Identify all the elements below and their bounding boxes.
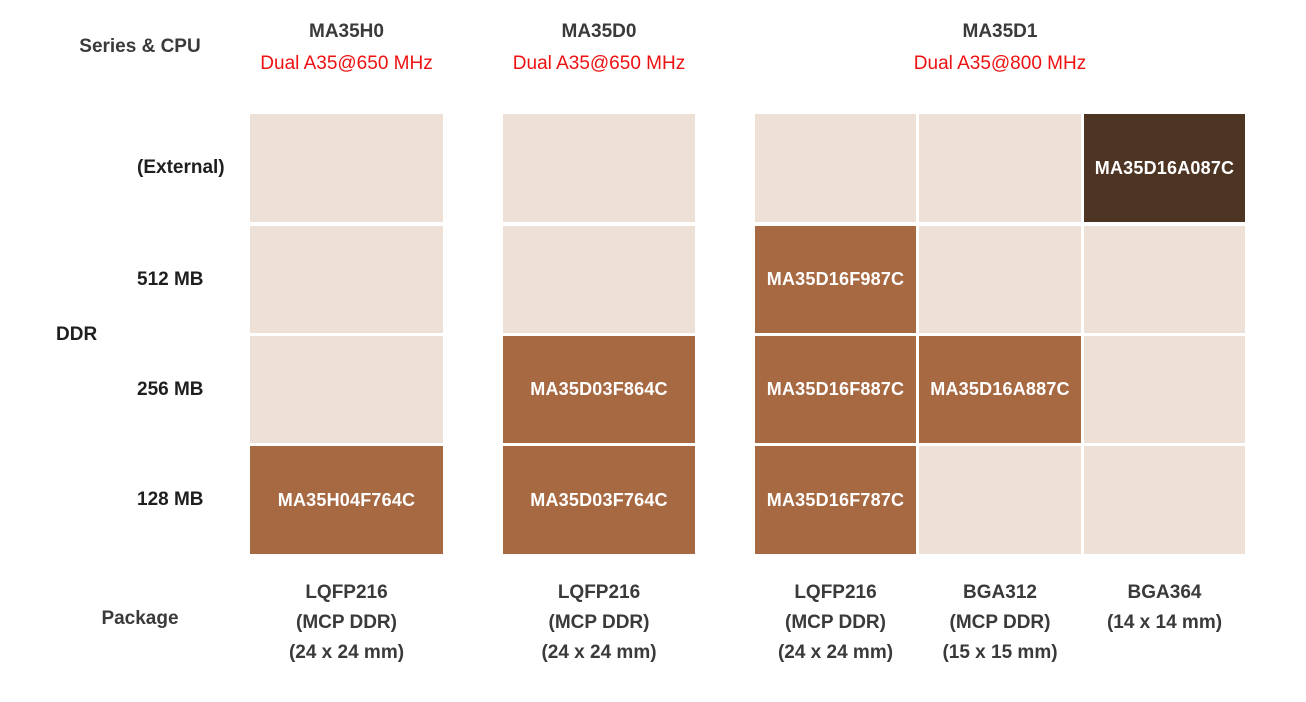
matrix-cell — [919, 114, 1081, 222]
part-number: MA35D16F787C — [766, 489, 905, 510]
part-number: MA35D16A087C — [1094, 157, 1235, 178]
part-number: MA35D16A887C — [930, 379, 1070, 399]
package-row-label: Package — [101, 608, 179, 629]
series-cpu-ma35d0: Dual A35@650 MHz — [512, 53, 686, 74]
row-label-128mb: 128 MB — [137, 489, 204, 510]
matrix-cell — [1084, 336, 1245, 443]
series-cpu-ma35h0: Dual A35@650 MHz — [260, 53, 433, 74]
ddr-axis-label: DDR — [56, 324, 98, 345]
package-size: (14 x 14 mm) — [1106, 612, 1223, 633]
package-type: (MCP DDR) — [949, 612, 1051, 633]
matrix-cell-part: MA35D16A887C — [919, 336, 1081, 443]
package-info-col4: BGA312 (MCP DDR) (15 x 15 mm) — [919, 578, 1081, 668]
matrix-cell-part: MA35D03F864C — [503, 336, 695, 443]
matrix-cell — [503, 114, 695, 222]
package-size: (24 x 24 mm) — [541, 642, 657, 663]
part-number: MA35D03F864C — [530, 379, 668, 399]
part-number: MA35D16F987C — [766, 269, 905, 289]
package-size: (24 x 24 mm) — [777, 642, 894, 663]
series-header-ma35d1: MA35D1 — [962, 21, 1038, 42]
matrix-cell — [755, 114, 916, 222]
series-cpu-label: Series & CPU — [79, 36, 201, 57]
part-number: MA35D03F764C — [530, 489, 668, 510]
matrix-cell-part: MA35H04F764C — [250, 446, 443, 554]
series-header-ma35d0: MA35D0 — [561, 21, 637, 42]
series-cpu-ma35d1: Dual A35@800 MHz — [913, 53, 1087, 74]
row-label-external: (External) — [137, 157, 225, 178]
matrix-cell — [250, 336, 443, 443]
matrix-cell-part: MA35D16F987C — [755, 226, 916, 333]
matrix-cell — [919, 446, 1081, 554]
matrix-cell — [250, 114, 443, 222]
package-size: (15 x 15 mm) — [942, 642, 1058, 663]
package-name: LQFP216 — [794, 582, 877, 603]
package-info-col5: BGA364 (14 x 14 mm) — [1084, 578, 1245, 638]
matrix-cell — [503, 226, 695, 333]
row-label-512mb: 512 MB — [137, 269, 204, 290]
package-name: BGA312 — [963, 582, 1037, 603]
package-info-col2: LQFP216 (MCP DDR) (24 x 24 mm) — [503, 578, 695, 668]
matrix-cell-part: MA35D03F764C — [503, 446, 695, 554]
package-name: LQFP216 — [557, 582, 641, 603]
package-type: (MCP DDR) — [296, 612, 397, 633]
part-number: MA35D16F887C — [766, 379, 905, 399]
matrix-cell — [250, 226, 443, 333]
package-size: (24 x 24 mm) — [288, 642, 405, 663]
package-type: (MCP DDR) — [785, 612, 886, 633]
package-info-col3: LQFP216 (MCP DDR) (24 x 24 mm) — [755, 578, 916, 668]
package-info-col1: LQFP216 (MCP DDR) (24 x 24 mm) — [250, 578, 443, 668]
matrix-cell — [1084, 226, 1245, 333]
package-type: (MCP DDR) — [548, 612, 650, 633]
matrix-cell — [1084, 446, 1245, 554]
package-name: LQFP216 — [305, 582, 388, 603]
matrix-cell — [919, 226, 1081, 333]
matrix-cell-part: MA35D16F787C — [755, 446, 916, 554]
package-name: BGA364 — [1127, 582, 1202, 603]
matrix-cell-part: MA35D16F887C — [755, 336, 916, 443]
matrix-cell-part: MA35D16A087C — [1084, 114, 1245, 222]
series-header-ma35h0: MA35H0 — [309, 21, 384, 42]
row-label-256mb: 256 MB — [137, 379, 204, 400]
part-number: MA35H04F764C — [277, 489, 416, 510]
